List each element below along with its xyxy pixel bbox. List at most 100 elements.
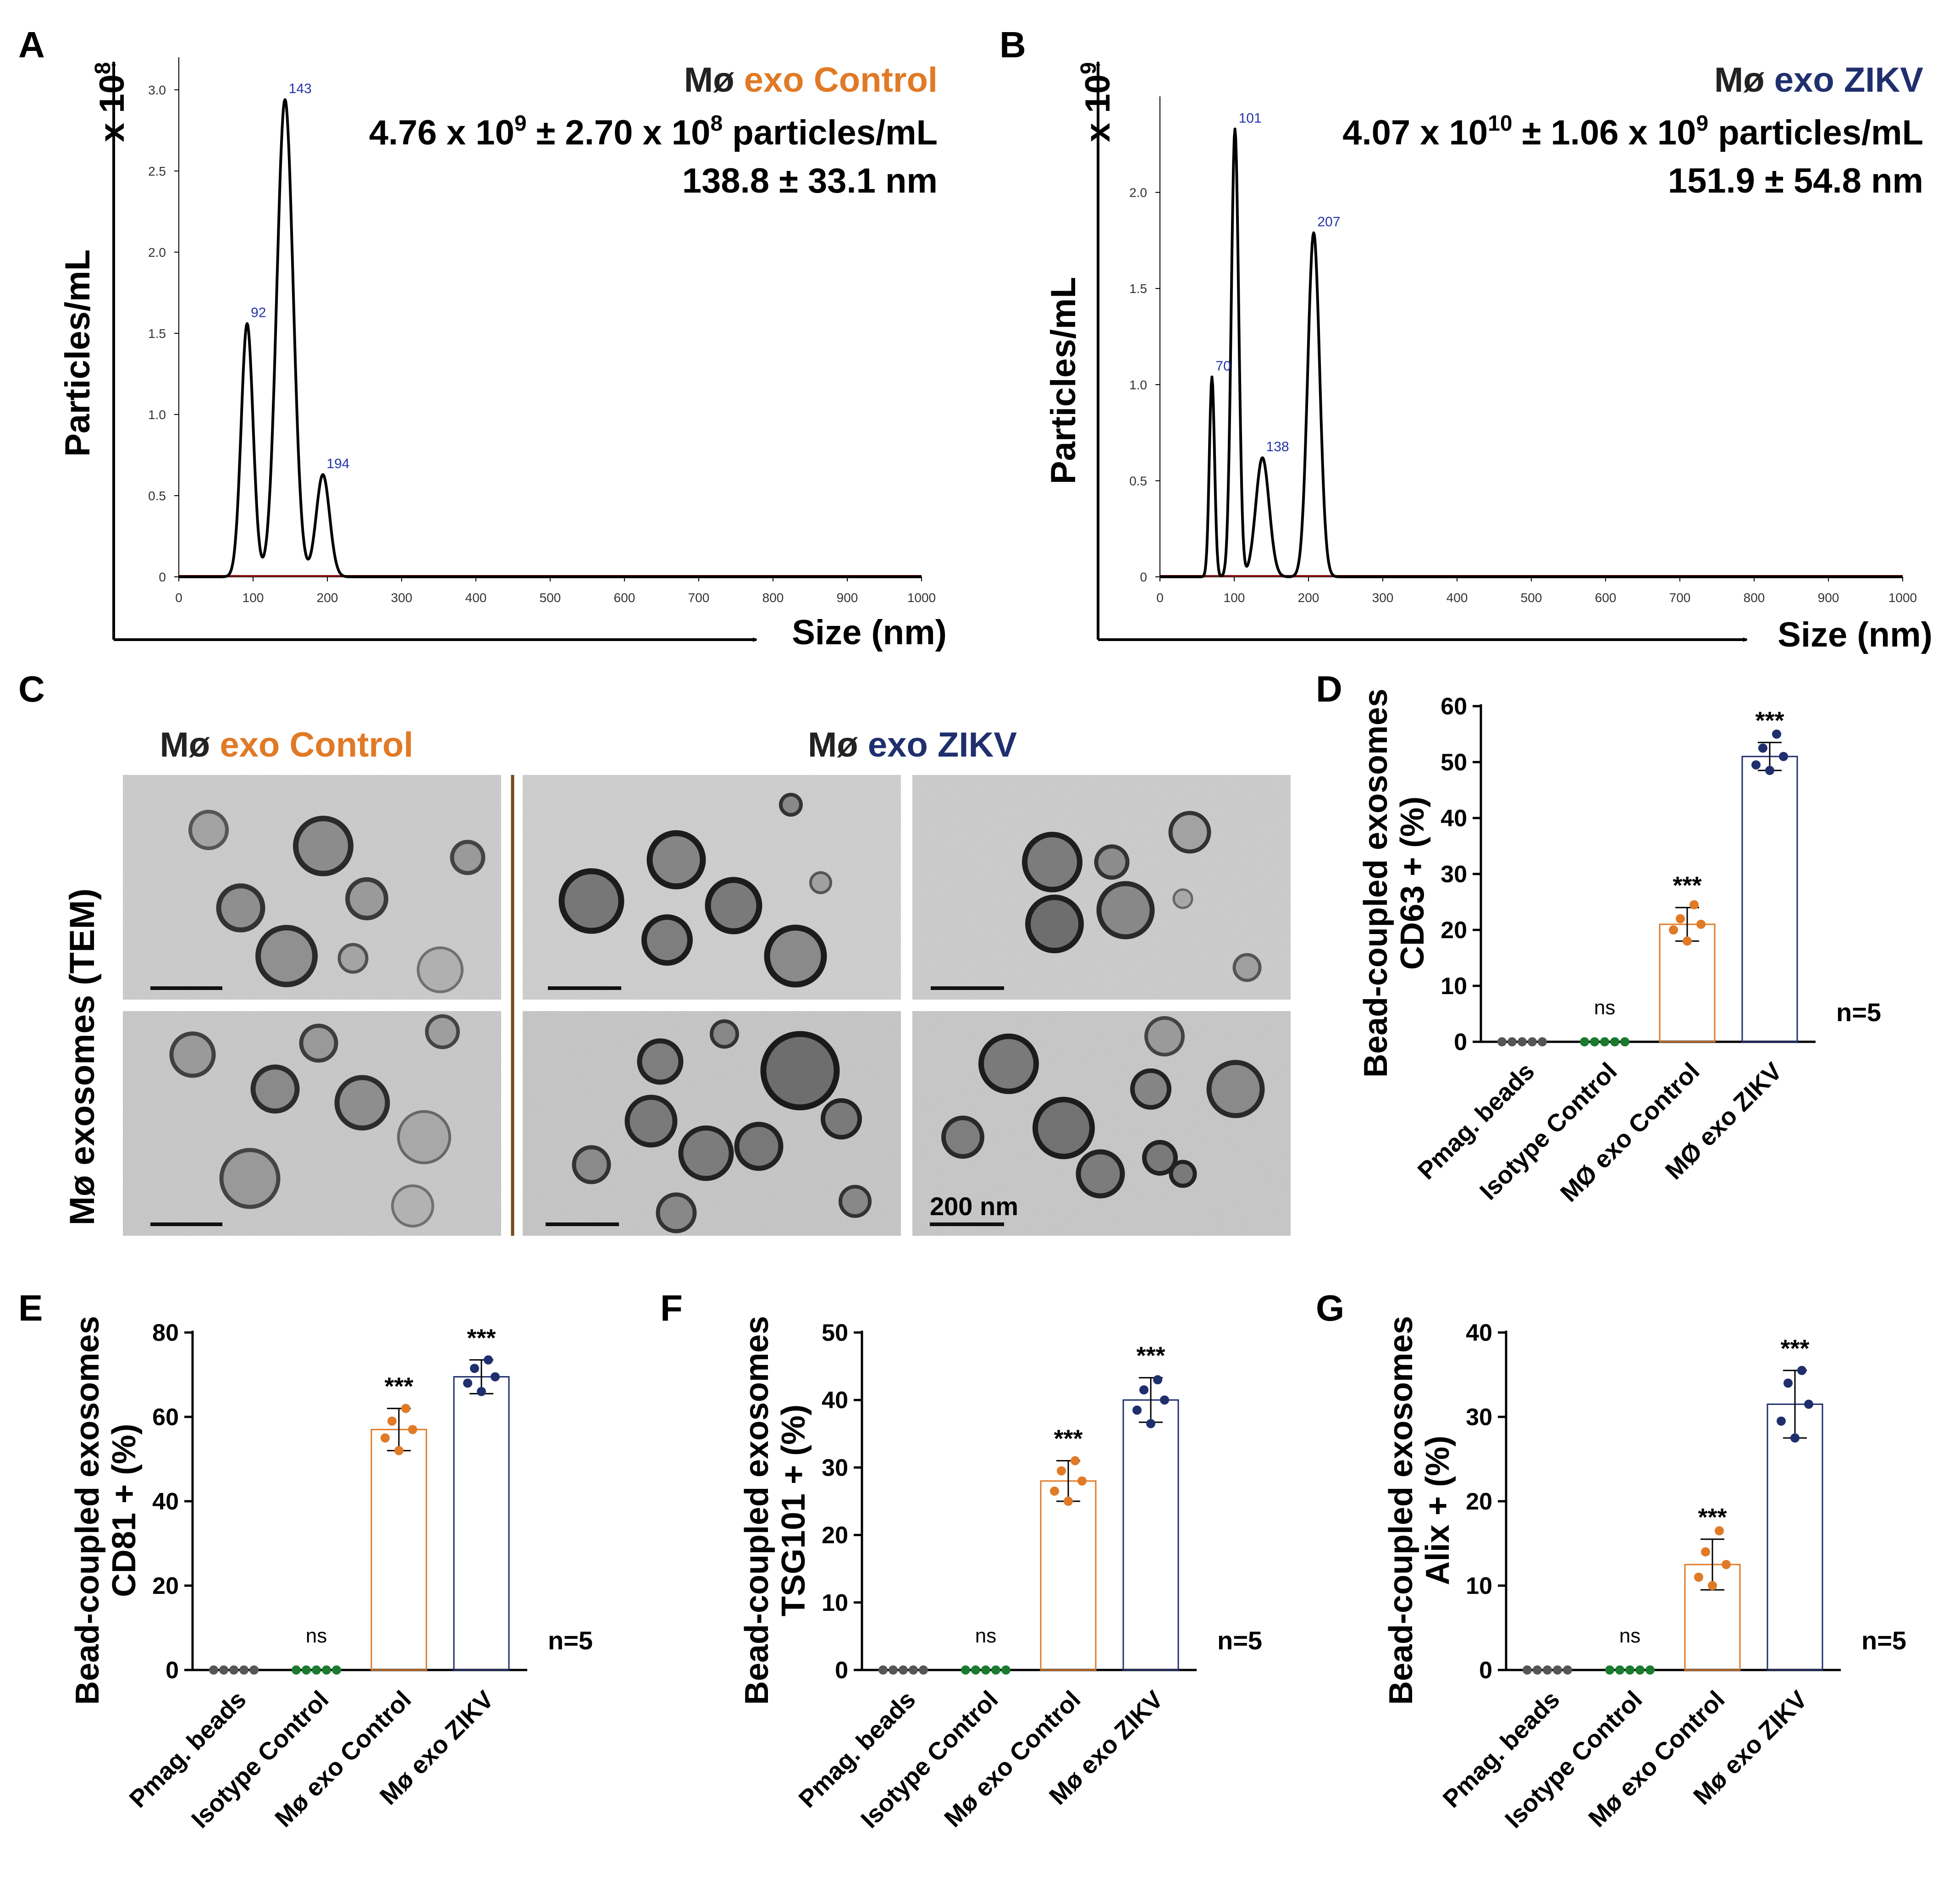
panel-d-point-0-2 xyxy=(1518,1037,1527,1046)
panel-g-point-1-3 xyxy=(1635,1665,1645,1675)
panel-g-point-2-0 xyxy=(1708,1581,1717,1590)
panel-b-xtick-label-6: 600 xyxy=(1595,591,1617,605)
panel-a-xtick-label-8: 800 xyxy=(762,591,784,605)
panel-e-ytick-label-1: 20 xyxy=(152,1573,179,1599)
panel-b-xtick-label-0: 0 xyxy=(1156,591,1164,605)
panel-e-point-0-4 xyxy=(249,1665,259,1675)
panel-a-xlabel: Size (nm) xyxy=(792,613,947,652)
panel-d-ytick-label-4: 40 xyxy=(1441,805,1467,832)
panel-d-point-1-3 xyxy=(1610,1037,1619,1046)
panel-f-point-2-4 xyxy=(1071,1456,1080,1465)
panel-e-significance-1: ns xyxy=(306,1625,327,1647)
panel-e-point-1-1 xyxy=(302,1665,311,1675)
panel-g-point-1-1 xyxy=(1615,1665,1624,1675)
panel-e-point-0-0 xyxy=(209,1665,218,1675)
panel-d-point-0-1 xyxy=(1507,1037,1517,1046)
panel-d-point-3-2 xyxy=(1779,752,1788,761)
panel-a-ylabel: Particles/mL xyxy=(58,249,97,457)
panel-g-point-3-2 xyxy=(1804,1399,1813,1409)
panel-g-ytick-label-3: 30 xyxy=(1466,1404,1492,1431)
tem-image-control-1 xyxy=(123,775,501,1000)
tem-image-zikv-3 xyxy=(523,1011,901,1236)
tem-title-zikv: Mø exo ZIKV xyxy=(808,725,1017,764)
panel-f-category-label-2: Mø exo Control xyxy=(939,1686,1086,1832)
panel-e-point-0-2 xyxy=(229,1665,238,1675)
panel-e-point-2-0 xyxy=(394,1446,403,1455)
panel-b-ytick-label-2: 1.0 xyxy=(1129,378,1147,392)
panel-f-ytick-label-5: 50 xyxy=(822,1320,848,1346)
panel-a-xtick-label-5: 500 xyxy=(540,591,561,605)
panel-g-ytick-label-1: 10 xyxy=(1466,1573,1492,1599)
panel-f-point-1-3 xyxy=(991,1665,1000,1675)
panel-f-ylabel-line2: TSG101 + (%) xyxy=(775,1404,812,1616)
panel-g-significance-2: *** xyxy=(1698,1504,1727,1531)
panel-d-point-3-1 xyxy=(1751,760,1761,770)
panel-f-point-1-1 xyxy=(971,1665,980,1675)
panel-d-ylabel-line2: CD63 + (%) xyxy=(1394,796,1431,970)
panel-f-point-0-2 xyxy=(899,1665,908,1675)
panel-e-point-2-4 xyxy=(401,1404,410,1413)
panel-f-tsg101-bar-chart: 0 10 20 30 40 50 Bead-coupled exosomes TSG101 +… xyxy=(739,1316,1262,1834)
panel-g-alix-bar-chart: 0 10 20 30 40 Bead-coupled exosomes Alix + (%)… xyxy=(1383,1316,1906,1834)
panel-b-peak-label-0: 70 xyxy=(1215,359,1231,374)
panel-g-ylabel-line1: Bead-coupled exosomes xyxy=(1383,1316,1419,1705)
panel-g-ytick-label-0: 0 xyxy=(1479,1657,1492,1684)
panel-f-significance-2: *** xyxy=(1054,1425,1082,1453)
panel-label-a: A xyxy=(18,24,45,65)
panel-a-peak-label-1: 143 xyxy=(289,81,312,96)
panel-d-n-label: n=5 xyxy=(1836,998,1881,1027)
panel-a-xtick-label-4: 400 xyxy=(465,591,487,605)
panel-f-point-3-4 xyxy=(1153,1375,1162,1385)
panel-g-point-0-2 xyxy=(1543,1665,1552,1675)
panel-a-ytick-label-3: 1.5 xyxy=(148,326,166,341)
panel-b-title: Mø exo ZIKV xyxy=(1714,61,1923,100)
panel-b-xtick-label-9: 900 xyxy=(1818,591,1839,605)
panel-d-significance-2: *** xyxy=(1673,872,1701,899)
panel-a-mean-size: 138.8 ± 33.1 nm xyxy=(682,161,938,200)
panel-e-bar-2 xyxy=(370,1429,427,1671)
panel-label-f: F xyxy=(660,1288,683,1328)
panel-d-point-0-4 xyxy=(1538,1037,1547,1046)
panel-d-point-1-2 xyxy=(1600,1037,1609,1046)
panel-g-point-3-3 xyxy=(1783,1378,1793,1388)
panel-g-point-2-2 xyxy=(1722,1560,1731,1569)
panel-f-significance-3: *** xyxy=(1136,1342,1165,1370)
panel-b-xtick-label-4: 400 xyxy=(1447,591,1468,605)
panel-b-nta-zikv: 0 0.5 1.0 1.5 2.0 0 100 200 300 400 500 600 700 800 9… xyxy=(1044,61,1932,654)
panel-e-category-label-1: Isotype Control xyxy=(186,1686,334,1833)
panel-c-tem-images: Mø exo Control Mø exo ZIKV Mø exosomes (… xyxy=(63,725,1291,1236)
panel-e-ytick-label-2: 40 xyxy=(152,1488,179,1515)
panel-b-ylabel: Particles/mL xyxy=(1044,277,1083,484)
panel-a-size-distribution-line xyxy=(178,98,922,578)
panel-b-y-scale: x 109 xyxy=(1077,62,1117,142)
panel-g-bar-3 xyxy=(1767,1403,1823,1671)
panel-e-point-2-1 xyxy=(381,1433,390,1443)
panel-a-ytick-label-2: 1.0 xyxy=(148,408,166,422)
panel-d-point-1-0 xyxy=(1580,1037,1589,1046)
panel-e-significance-3: *** xyxy=(467,1324,496,1352)
panel-b-xlabel: Size (nm) xyxy=(1778,615,1932,654)
panel-d-point-1-4 xyxy=(1620,1037,1629,1046)
panel-e-point-3-1 xyxy=(463,1378,472,1388)
panel-f-bar-2 xyxy=(1040,1480,1097,1671)
panel-d-significance-3: *** xyxy=(1755,707,1784,734)
panel-d-ytick-label-6: 60 xyxy=(1441,693,1467,720)
panel-a-peak-label-0: 92 xyxy=(251,305,266,321)
panel-f-point-1-0 xyxy=(961,1665,970,1675)
panel-f-point-3-1 xyxy=(1132,1405,1142,1415)
panel-f-point-1-2 xyxy=(981,1665,990,1675)
panel-e-n-label: n=5 xyxy=(548,1626,593,1655)
panel-d-ytick-label-2: 20 xyxy=(1441,917,1467,944)
tem-title-control: Mø exo Control xyxy=(160,725,413,764)
panel-f-category-label-1: Isotype Control xyxy=(856,1686,1003,1833)
panel-g-point-0-0 xyxy=(1523,1665,1532,1675)
panel-f-ytick-label-2: 20 xyxy=(822,1522,848,1549)
panel-d-ytick-label-1: 10 xyxy=(1441,973,1467,1000)
tem-image-zikv-4: 200 nm xyxy=(912,1011,1291,1236)
panel-f-point-0-3 xyxy=(909,1665,918,1675)
panel-a-ytick-label-1: 0.5 xyxy=(148,489,166,503)
panel-f-bar-3 xyxy=(1122,1399,1179,1671)
panel-g-point-2-4 xyxy=(1715,1526,1724,1536)
tem-image-control-2 xyxy=(123,1011,501,1236)
panel-d-ytick-label-0: 0 xyxy=(1454,1029,1467,1056)
